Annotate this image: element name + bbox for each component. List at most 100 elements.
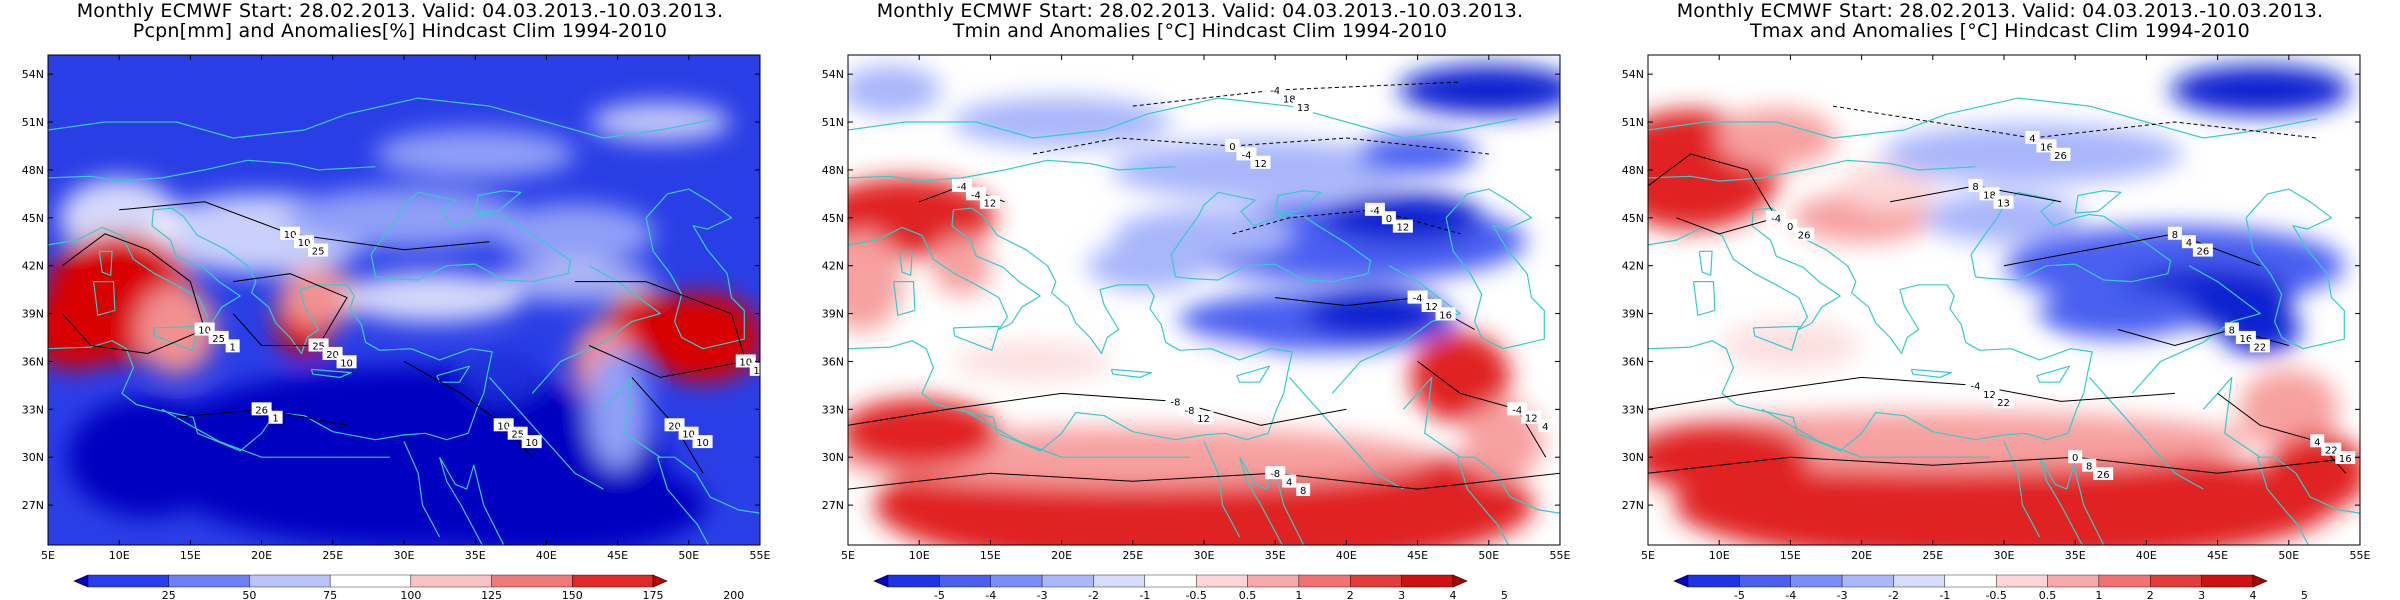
lat-tick-label: 51N xyxy=(822,116,844,129)
contour-label: 8 xyxy=(2229,326,2235,337)
contour-label-box xyxy=(225,339,240,353)
contour-label-box xyxy=(2167,226,2182,240)
contour-label-box xyxy=(336,355,357,369)
contour-label: 12 xyxy=(1525,414,1538,425)
colorbar-label: 3 xyxy=(2198,589,2205,600)
colorbar-label: 5 xyxy=(1501,589,1508,600)
contour-label: 10 xyxy=(696,438,709,449)
contour-label: -4 xyxy=(1971,381,1981,392)
contour-label: -4 xyxy=(1241,150,1251,161)
colorbar-label: -4 xyxy=(985,589,996,600)
panel-title-line1: Monthly ECMWF Start: 28.02.2013. Valid: … xyxy=(76,0,724,22)
contour-label: 22 xyxy=(2325,446,2338,457)
contour-label-box xyxy=(692,435,713,449)
lon-tick-label: 20E xyxy=(251,549,272,562)
colorbar-label: 2 xyxy=(2147,589,2154,600)
contour-label-box xyxy=(1364,202,1385,216)
contour-label: 10 xyxy=(198,326,211,337)
lon-tick-label: 45E xyxy=(607,549,628,562)
lon-tick-label: 10E xyxy=(909,549,930,562)
contour-label: 1 xyxy=(771,374,777,385)
lat-tick-label: 27N xyxy=(822,499,844,512)
colorbar-label: -4 xyxy=(1785,589,1796,600)
contour-label: 13 xyxy=(1997,199,2010,210)
lat-tick-label: 39N xyxy=(822,308,844,321)
contour-label: 16 xyxy=(2040,142,2053,153)
colorbar-label: 0.5 xyxy=(2039,589,2057,600)
contour-label: -4 xyxy=(1512,405,1522,416)
contour-label: 1 xyxy=(229,342,235,353)
colorbar-label: -5 xyxy=(1734,589,1745,600)
colorbar-label: 1 xyxy=(1295,589,1302,600)
colorbar-label: 75 xyxy=(323,589,337,600)
contour-label: 10 xyxy=(753,366,766,377)
contour-label-box xyxy=(1293,99,1314,113)
lat-tick-label: 54N xyxy=(1622,68,1644,81)
colorbar-label: 25 xyxy=(162,589,176,600)
contour-label: 8 xyxy=(1972,182,1978,193)
lat-tick-label: 27N xyxy=(1622,499,1644,512)
lat-tick-label: 45N xyxy=(822,212,844,225)
tmin-map: -8-8-40-4-4-4-4-840-4-412121812812121216… xyxy=(822,54,1571,600)
lon-tick-label: 50E xyxy=(1478,549,1499,562)
contour-label: 18 xyxy=(1283,95,1296,106)
contour-label-box xyxy=(2050,147,2071,161)
contour-label-box xyxy=(2249,339,2270,353)
contour-label-box xyxy=(1225,138,1240,152)
contour-label-box xyxy=(251,402,272,416)
contour-label: 26 xyxy=(1798,231,1811,242)
contour-label-box xyxy=(1392,219,1413,233)
contour-label-box xyxy=(1381,211,1396,225)
contour-label: 12 xyxy=(1254,159,1267,170)
lon-tick-label: 5E xyxy=(841,549,855,562)
colorbar-label: 0.5 xyxy=(1239,589,1257,600)
contour-label: 4 xyxy=(1286,478,1292,489)
colorbar: -5 -4 -3 -2 -1 -0.5 0.5 1 2 3 4 5 xyxy=(1673,574,2308,600)
contour-label: 10 xyxy=(739,357,752,368)
contour-label-box xyxy=(1794,227,1815,241)
contour-label: 12 xyxy=(984,199,997,210)
lat-tick-label: 30N xyxy=(1622,451,1644,464)
contour-label: 10 xyxy=(340,358,353,369)
colorbar-label: 2 xyxy=(1347,589,1354,600)
lon-tick-label: 15E xyxy=(980,549,1001,562)
contour-label-box xyxy=(208,330,229,344)
lon-tick-label: 25E xyxy=(322,549,343,562)
lat-tick-label: 33N xyxy=(822,403,844,416)
colorbar-label: 50 xyxy=(242,589,256,600)
contour-label: 16 xyxy=(2239,334,2252,345)
contour-label-box xyxy=(1282,474,1297,488)
contour-label-box xyxy=(2068,450,2083,464)
contour-label-box xyxy=(2335,451,2356,465)
contour-label: 22 xyxy=(2253,342,2266,353)
contour-label: 25 xyxy=(511,430,524,441)
lon-tick-label: 50E xyxy=(678,549,699,562)
colorbar-label: -0.5 xyxy=(1985,589,2006,600)
contour-label: 8 xyxy=(2172,230,2178,241)
lat-tick-label: 30N xyxy=(22,451,44,464)
contour-label-box xyxy=(1296,482,1311,496)
colorbar-label: -2 xyxy=(1888,589,1899,600)
contour-label-box xyxy=(1250,155,1271,169)
contour-label: 12 xyxy=(1197,414,1210,425)
lat-tick-label: 36N xyxy=(822,355,844,368)
panel-title-line1: Monthly ECMWF Start: 28.02.2013. Valid: … xyxy=(876,0,1524,22)
colorbar-label: -3 xyxy=(1837,589,1848,600)
tmax-map: -40-488448128041616221822262626222616135… xyxy=(1622,54,2371,600)
colorbar-label: -1 xyxy=(1139,589,1150,600)
lon-tick-label: 40E xyxy=(2136,549,2157,562)
lon-tick-label: 5E xyxy=(1641,549,1655,562)
contour-label: -8 xyxy=(1270,469,1280,480)
contour-label-box xyxy=(2093,467,2114,481)
contour-label-box xyxy=(2082,458,2097,472)
lat-tick-label: 45N xyxy=(1622,212,1644,225)
lat-tick-label: 54N xyxy=(22,68,44,81)
lat-tick-label: 42N xyxy=(1622,260,1644,273)
contour-label-box xyxy=(268,410,283,424)
lon-tick-label: 35E xyxy=(465,549,486,562)
lon-tick-label: 15E xyxy=(1780,549,1801,562)
colorbar-label: 175 xyxy=(643,589,664,600)
contour-label-box xyxy=(1265,466,1286,480)
contour-label: 26 xyxy=(2097,470,2110,481)
contour-label: 8 xyxy=(2086,462,2092,473)
